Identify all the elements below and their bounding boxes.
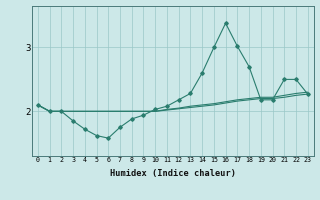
X-axis label: Humidex (Indice chaleur): Humidex (Indice chaleur) bbox=[110, 169, 236, 178]
